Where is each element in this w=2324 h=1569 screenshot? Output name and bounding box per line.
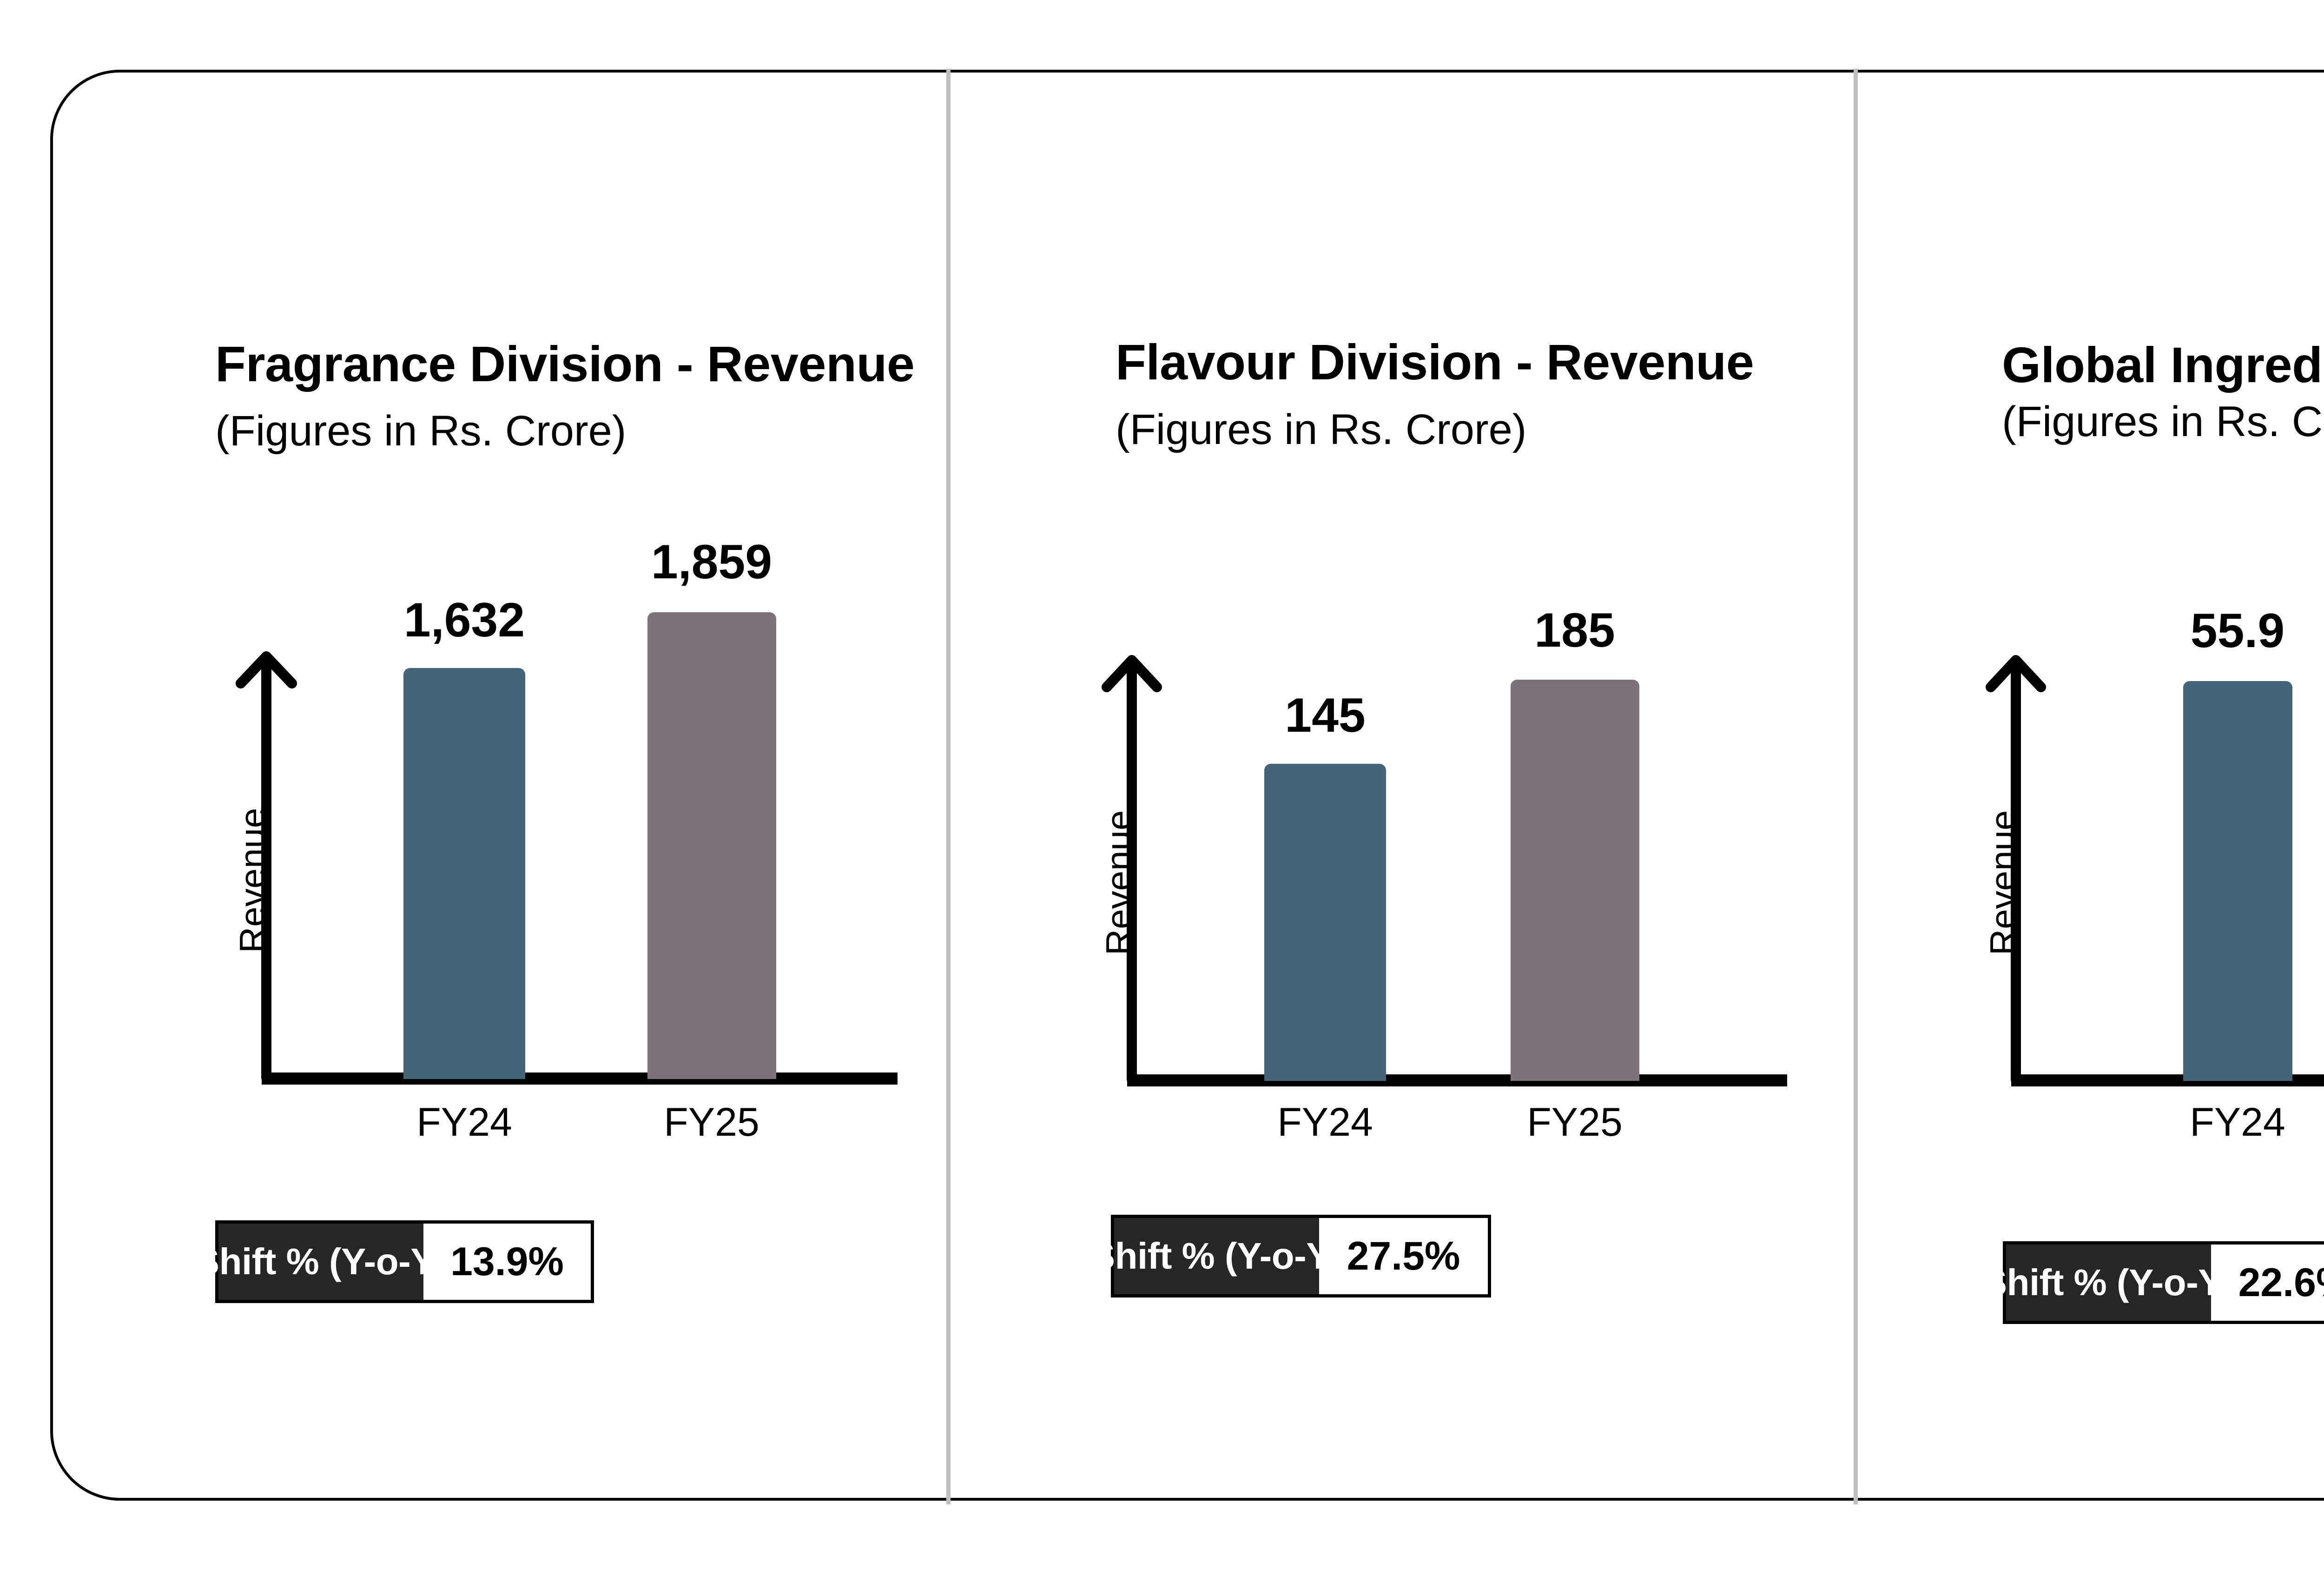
y-axis-title: Revenue — [232, 808, 273, 953]
category-label-fy25: FY25 — [664, 1100, 759, 1145]
panel-global-ingredients: Global Ingredients – FY25 (Figures in Rs… — [1858, 70, 2324, 1501]
category-label-fy24: FY24 — [1277, 1100, 1373, 1145]
y-axis-title: Revenue — [1982, 810, 2023, 955]
category-label-fy24: FY24 — [416, 1100, 512, 1145]
panel-subtitle: (Figures in Rs. Crore) — [1116, 406, 1527, 453]
panel-flavour-division: Flavour Division - Revenue (Figures in R… — [951, 70, 1854, 1501]
bar-fy24 — [1264, 764, 1386, 1081]
category-label-fy25: FY25 — [1527, 1100, 1623, 1145]
shift-badge-value: 13.9% — [423, 1224, 591, 1300]
panel-subtitle: (Figures in Rs. Crore) — [215, 407, 627, 455]
bar-value-fy24: 55.9 — [2190, 604, 2285, 658]
y-axis — [236, 651, 297, 1083]
panel-subtitle: (Figures in Rs. Crore) — [2002, 398, 2324, 445]
bar-value-fy24: 1,632 — [403, 593, 525, 647]
y-axis — [1102, 655, 1162, 1085]
panel-title: Global Ingredients – FY25 — [2002, 337, 2324, 393]
category-label-fy24: FY24 — [2190, 1100, 2285, 1145]
panel-title: Flavour Division - Revenue — [1116, 334, 1754, 390]
bar-chart-fragrance: Revenue 1,632 1,859 FY24 FY25 — [50, 70, 946, 1185]
shift-badge: Shift % (Y-o-Y) 22.6% — [1982, 1241, 2324, 1324]
bar-fy24 — [403, 668, 525, 1079]
panel-divider-2 — [1854, 69, 1858, 1504]
y-axis-title: Revenue — [1098, 810, 1139, 955]
bar-chart-flavour: Revenue 145 185 FY24 FY25 — [951, 70, 1854, 1185]
shift-badge-label: Shift % (Y-o-Y) — [1090, 1218, 1343, 1294]
panel-fragrance-division: Fragrance Division - Revenue (Figures in… — [50, 70, 946, 1501]
panel-title: Fragrance Division - Revenue — [215, 336, 915, 392]
shift-badge-value: 22.6% — [2211, 1245, 2324, 1321]
bar-chart-global-ingredients: Revenue 55.9 68.5 FY24 FY25 — [1858, 70, 2324, 1185]
bar-value-fy25: 1,859 — [651, 535, 772, 589]
bar-fy24 — [2183, 681, 2292, 1081]
bar-value-fy25: 185 — [1534, 603, 1615, 657]
shift-badge-value: 27.5% — [1319, 1218, 1488, 1294]
shift-badge-label: Shift % (Y-o-Y) — [1982, 1245, 2235, 1321]
shift-badge: Shift % (Y-o-Y) 13.9% — [195, 1220, 594, 1303]
panel-divider-1 — [946, 69, 951, 1504]
shift-badge-label: Shift % (Y-o-Y) — [195, 1224, 448, 1300]
bar-value-fy24: 145 — [1285, 689, 1366, 742]
bar-fy25 — [1511, 680, 1639, 1081]
shift-badge: Shift % (Y-o-Y) 27.5% — [1090, 1215, 1491, 1298]
bar-fy25 — [647, 612, 776, 1079]
y-axis — [1986, 655, 2046, 1085]
